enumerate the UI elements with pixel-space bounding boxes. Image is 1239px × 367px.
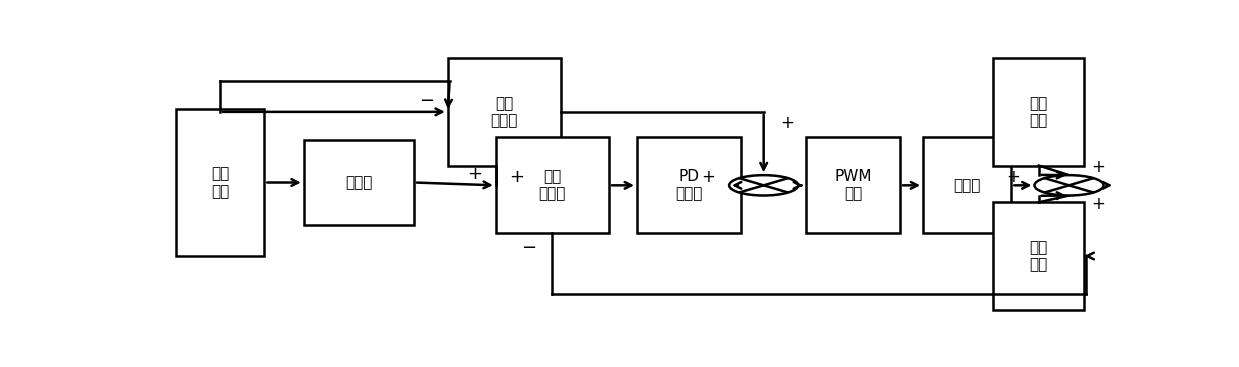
- Text: +: +: [509, 168, 524, 186]
- Text: PWM
信号: PWM 信号: [834, 169, 872, 201]
- Circle shape: [729, 175, 798, 196]
- Bar: [496, 137, 610, 233]
- Circle shape: [1035, 175, 1104, 196]
- Bar: [994, 58, 1084, 166]
- Bar: [994, 202, 1084, 310]
- Text: +: +: [467, 165, 482, 183]
- Text: 电压
比较器: 电压 比较器: [539, 169, 566, 201]
- Bar: [304, 140, 414, 225]
- Bar: [923, 137, 1011, 233]
- Text: +: +: [701, 168, 715, 186]
- Bar: [447, 58, 561, 166]
- Text: +: +: [1090, 158, 1105, 176]
- Text: PD
控制器: PD 控制器: [675, 169, 703, 201]
- Text: −: −: [520, 239, 536, 257]
- Text: 锁相环: 锁相环: [346, 175, 373, 190]
- Text: +: +: [781, 114, 794, 132]
- Text: 测点
电压: 测点 电压: [211, 166, 229, 199]
- Text: −: −: [419, 91, 434, 110]
- Bar: [176, 109, 264, 256]
- Bar: [805, 137, 900, 233]
- Text: 电压
比较器: 电压 比较器: [491, 96, 518, 128]
- Text: 负荷
电压: 负荷 电压: [1030, 240, 1048, 272]
- Text: +: +: [1006, 168, 1020, 186]
- Text: 逆变器: 逆变器: [954, 178, 981, 193]
- Text: 测点
电压: 测点 电压: [1030, 96, 1048, 128]
- Text: +: +: [1090, 195, 1105, 213]
- Bar: [637, 137, 741, 233]
